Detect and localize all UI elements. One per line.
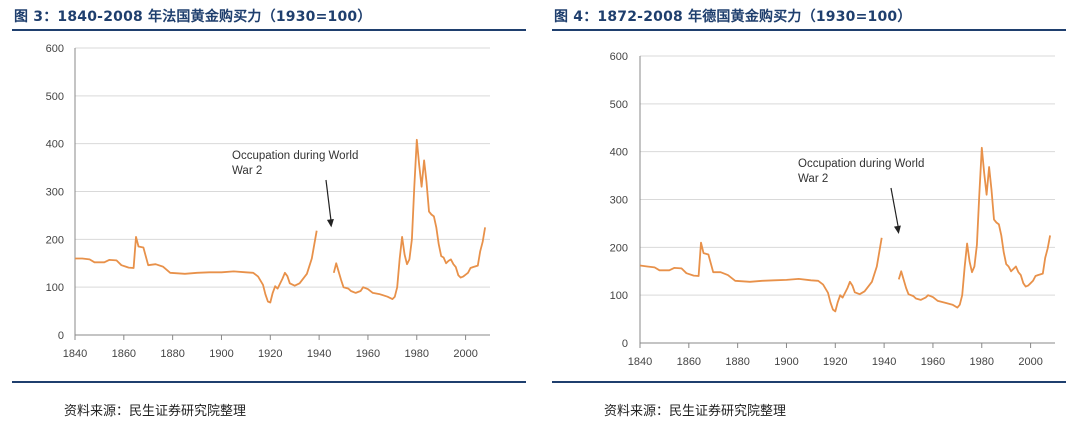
annotation-text-line: War 2 <box>232 165 262 177</box>
x-tick-label: 1920 <box>258 348 282 360</box>
x-tick-label: 1900 <box>209 348 233 360</box>
figure-4-source: 资料来源：民生证券研究院整理 <box>604 404 787 419</box>
y-tick-label: 600 <box>46 43 64 55</box>
figure-4-bottom-rule <box>552 381 1066 383</box>
figure-3-source: 资料来源：民生证券研究院整理 <box>64 404 247 419</box>
y-tick-label: 400 <box>610 147 628 159</box>
figure-3-bottom-rule <box>12 381 526 383</box>
gold-purchasing-power-line-segment-1 <box>75 230 318 304</box>
gold-purchasing-power-line-segment-2 <box>897 146 1051 309</box>
figure-4-title: 图 4：1872-2008 年德国黄金购买力（1930=100） <box>554 9 912 25</box>
annotation-text-line: Occupation during World <box>232 150 358 162</box>
x-tick-label: 1940 <box>872 356 896 368</box>
figure-3-panel: 图 3：1840-2008 年法国黄金购买力（1930=100） 0 100 200… <box>12 9 526 419</box>
x-tick-label: 1960 <box>356 348 380 360</box>
figure-3-chart: 0 100 200 300 400 500 600 1840 1860 1880 1900 1920 1… <box>46 43 490 360</box>
x-tick-label: 2000 <box>453 348 477 360</box>
y-tick-label: 100 <box>46 282 64 294</box>
x-tick-label: 1940 <box>307 348 331 360</box>
x-tick-label: 1980 <box>405 348 429 360</box>
y-tick-label: 400 <box>46 139 64 151</box>
y-tick-label: 500 <box>46 91 64 103</box>
x-tick-label: 1980 <box>970 356 994 368</box>
y-tick-label: 200 <box>610 242 628 254</box>
y-tick-label: 500 <box>610 99 628 111</box>
y-tick-label: 300 <box>46 187 64 199</box>
y-tick-label: 300 <box>610 195 628 207</box>
annotation-arrow-head <box>893 225 901 234</box>
x-tick-label: 1840 <box>63 348 87 360</box>
x-tick-label: 1900 <box>774 356 798 368</box>
x-tick-label: 2000 <box>1018 356 1042 368</box>
y-tick-label: 100 <box>610 290 628 302</box>
x-tick-label: 1880 <box>160 348 184 360</box>
figure-4-panel: 图 4：1872-2008 年德国黄金购买力（1930=100） 0 100 200… <box>540 0 1080 428</box>
annotation-arrow-shaft <box>325 179 332 224</box>
gold-purchasing-power-line-segment-2 <box>332 138 486 300</box>
x-tick-label: 1960 <box>921 356 945 368</box>
annotation-arrow-head <box>326 219 334 228</box>
figure-3-title: 图 3：1840-2008 年法国黄金购买力（1930=100） <box>14 9 372 25</box>
y-tick-label: 600 <box>610 51 628 63</box>
x-tick-label: 1860 <box>677 356 701 368</box>
y-tick-label: 200 <box>46 234 64 246</box>
y-tick-label: 0 <box>58 330 64 342</box>
gold-purchasing-power-line-segment-1 <box>639 237 883 313</box>
annotation-text-line: Occupation during World <box>798 158 924 170</box>
x-tick-label: 1840 <box>628 356 652 368</box>
figure-4-chart: 0 100 200 300 400 500 600 1840 1860 1880 1900 1920 1… <box>610 51 1055 368</box>
y-tick-label: 0 <box>622 338 628 350</box>
annotation-text-line: War 2 <box>798 173 828 185</box>
x-tick-label: 1880 <box>725 356 749 368</box>
x-tick-label: 1920 <box>823 356 847 368</box>
figure-4-top-rule <box>552 29 1066 31</box>
figure-3-top-rule <box>12 29 526 31</box>
x-tick-label: 1860 <box>112 348 136 360</box>
annotation-arrow-shaft <box>890 187 900 231</box>
